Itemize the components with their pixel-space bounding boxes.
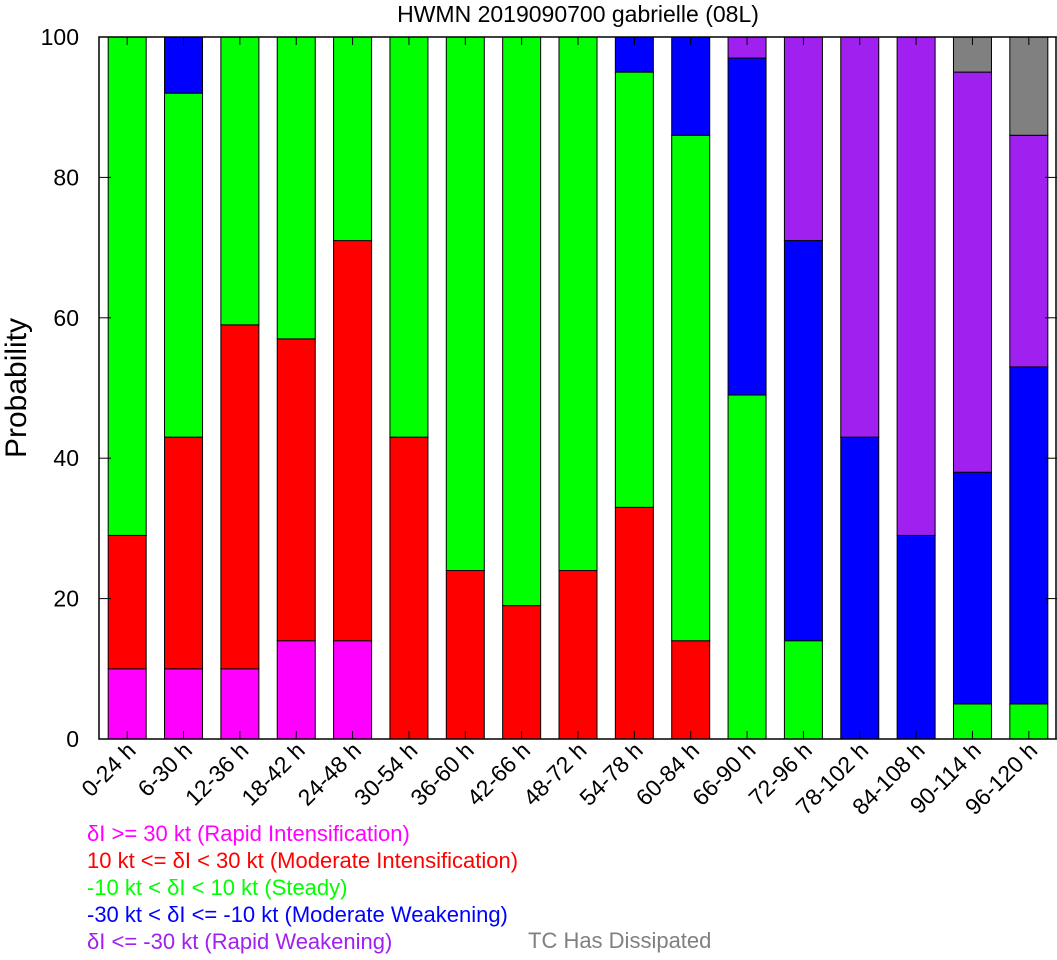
legend-rapid-weakening: δI <= -30 kt (Rapid Weakening) <box>87 929 393 954</box>
legend-steady: -10 kt < δI < 10 kt (Steady) <box>87 875 348 900</box>
legend-moderate-weakening: -30 kt < δI <= -10 kt (Moderate Weakenin… <box>87 902 508 927</box>
bar-segment-10-1 <box>671 640 711 740</box>
chart-title: HWMN 2019090700 gabrielle (08L) <box>397 1 759 27</box>
bar-segment-8-1 <box>558 570 598 740</box>
bar-segment-4-2 <box>333 36 373 242</box>
bar-segment-12-3 <box>783 240 823 642</box>
bar-segment-0-1 <box>107 534 147 670</box>
bar-segment-15-4 <box>952 71 992 473</box>
bar-segment-11-3 <box>727 57 767 396</box>
bar-segment-7-1 <box>502 605 542 740</box>
y-tick-label: 0 <box>66 726 79 752</box>
bar-segment-3-0 <box>276 640 316 740</box>
y-axis-label: Probability <box>0 318 33 458</box>
bar-segment-1-1 <box>164 436 204 670</box>
bar-segment-13-4 <box>840 36 880 438</box>
legend-rapid-intensification: δI >= 30 kt (Rapid Intensification) <box>87 821 410 846</box>
bar-segment-14-4 <box>896 36 936 536</box>
y-tick-label: 60 <box>53 305 79 331</box>
y-tick-label: 20 <box>53 586 79 612</box>
bar-segment-1-3 <box>164 36 204 94</box>
bar-segment-5-1 <box>389 436 429 740</box>
bar-segment-2-1 <box>220 324 260 670</box>
y-tick-label: 100 <box>41 24 79 50</box>
bar-segment-14-3 <box>896 534 936 740</box>
legend-moderate-intensification: 10 kt <= δI < 30 kt (Moderate Intensific… <box>87 848 519 873</box>
bar-segment-3-1 <box>276 338 316 642</box>
bar-segment-1-0 <box>164 668 204 740</box>
bar-segment-0-2 <box>107 36 147 536</box>
x-tick-label: 0-24 h <box>76 737 141 802</box>
plot-frame <box>98 36 1057 740</box>
bar-segment-15-3 <box>952 471 992 705</box>
legend: δI >= 30 kt (Rapid Intensification) 10 k… <box>87 820 518 955</box>
bar-segment-4-0 <box>333 640 373 740</box>
bar-segment-6-1 <box>445 570 485 740</box>
bar-segment-9-2 <box>614 71 654 508</box>
y-tick-label: 40 <box>53 445 79 471</box>
y-tick-label: 80 <box>53 164 79 190</box>
bar-segment-12-4 <box>783 36 823 242</box>
bar-segment-5-2 <box>389 36 429 438</box>
bar-segment-16-4 <box>1009 134 1049 368</box>
bar-segment-2-0 <box>220 668 260 740</box>
bar-segment-10-2 <box>671 134 711 642</box>
bar-segment-1-2 <box>164 92 204 438</box>
bar-segment-10-3 <box>671 36 711 136</box>
bar-segment-16-3 <box>1009 366 1049 705</box>
bar-segment-3-2 <box>276 36 316 340</box>
bar-segment-7-2 <box>502 36 542 607</box>
bar-segment-9-1 <box>614 506 654 740</box>
bar-segment-16-5 <box>1009 36 1049 136</box>
bar-segment-2-2 <box>220 36 260 326</box>
bar-segment-8-2 <box>558 36 598 572</box>
legend-tc-dissipated: TC Has Dissipated <box>528 928 712 953</box>
bar-segment-13-3 <box>840 436 880 740</box>
bar-segment-0-0 <box>107 668 147 740</box>
bars-layer <box>107 36 1049 740</box>
bar-segment-6-2 <box>445 36 485 572</box>
bar-segment-11-2 <box>727 394 767 740</box>
bar-segment-12-2 <box>783 640 823 740</box>
bar-segment-4-1 <box>333 240 373 642</box>
